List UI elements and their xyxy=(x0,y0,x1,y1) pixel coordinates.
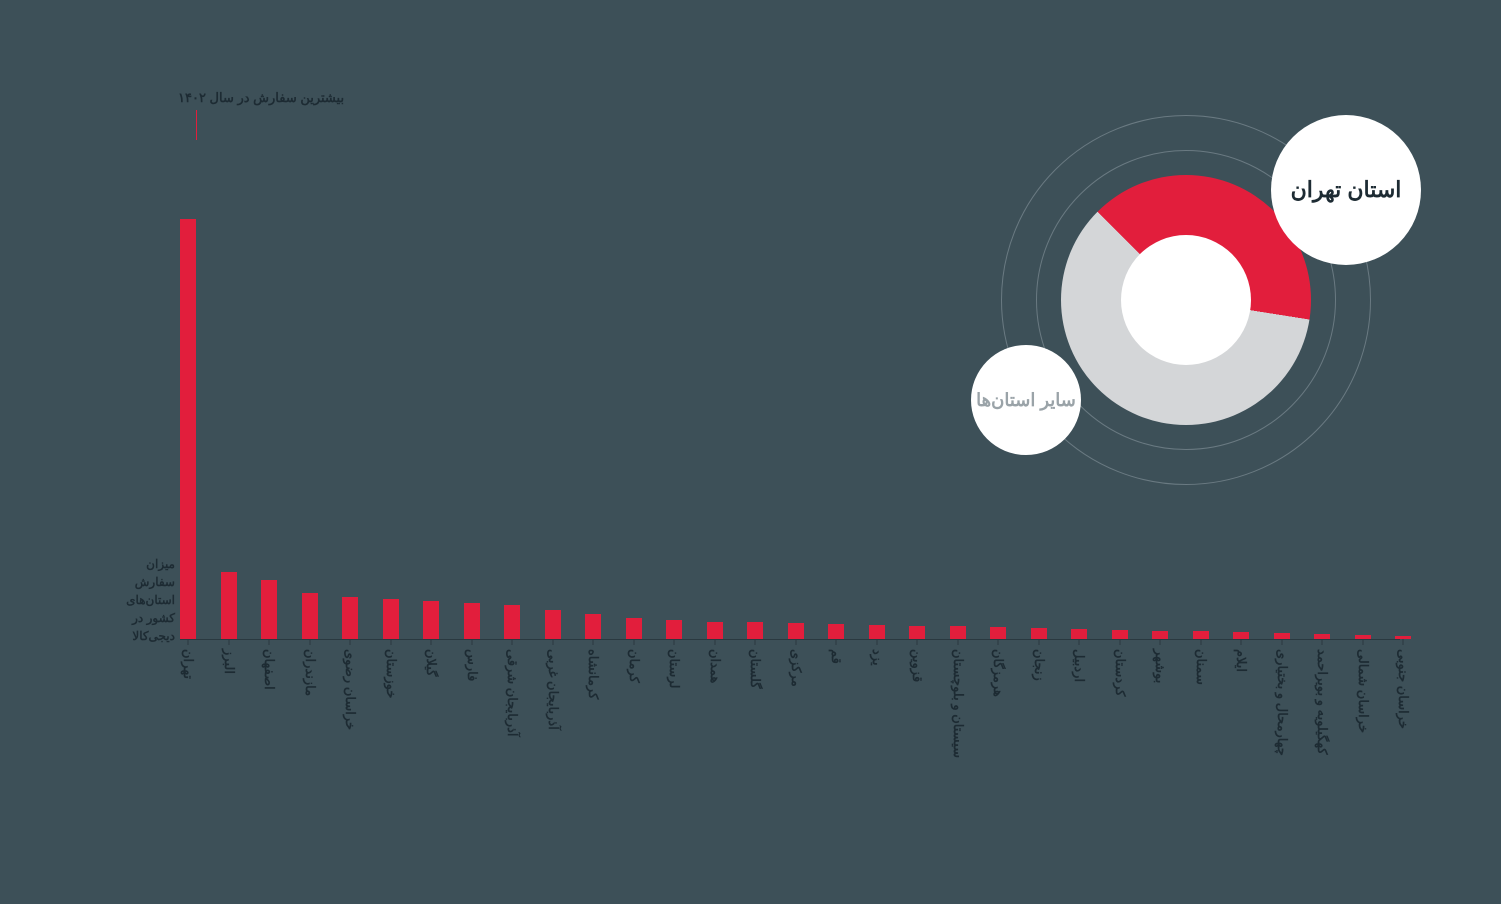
bar-rect xyxy=(626,618,642,639)
x-tick xyxy=(1160,639,1161,645)
x-tick xyxy=(1241,639,1242,645)
x-tick xyxy=(188,639,189,645)
bar-rect xyxy=(302,593,318,639)
bar-label: آذربایجان شرقی xyxy=(504,649,520,745)
bar-rect xyxy=(545,610,561,639)
bar-rect xyxy=(707,622,723,639)
x-tick xyxy=(1119,639,1120,645)
bar-rect xyxy=(180,219,196,639)
bar-label: آذربایجان غربی xyxy=(545,649,561,738)
bar-label: سیستان و بلوچستان xyxy=(950,649,966,766)
x-tick xyxy=(228,639,229,645)
bar-rect xyxy=(585,614,601,639)
x-tick xyxy=(836,639,837,645)
x-tick xyxy=(390,639,391,645)
bar-label: ایلام xyxy=(1233,649,1249,680)
bar-rect xyxy=(990,627,1006,639)
top-annotation-label: بیشترین سفارش در سال ۱۴۰۲ xyxy=(178,90,344,106)
bar-label: البرز xyxy=(221,649,237,682)
bar-label: تهران xyxy=(180,649,196,687)
bar-rect xyxy=(1112,630,1128,639)
bar-rect xyxy=(747,622,763,639)
bar-rect xyxy=(464,603,480,639)
bar-rect xyxy=(1071,629,1087,639)
bar-rect xyxy=(261,580,277,639)
x-tick xyxy=(512,639,513,645)
x-tick xyxy=(1079,639,1080,645)
x-tick xyxy=(876,639,877,645)
x-tick xyxy=(998,639,999,645)
x-tick xyxy=(714,639,715,645)
bar-rect xyxy=(342,597,358,639)
bar-label: بوشهر xyxy=(1152,649,1168,691)
bar-label: گلستان xyxy=(747,649,763,697)
donut-label-other: سایر استان‌ها xyxy=(971,345,1081,455)
bar-rect xyxy=(504,605,520,639)
x-tick xyxy=(755,639,756,645)
x-tick xyxy=(1038,639,1039,645)
bar-rect xyxy=(383,599,399,639)
bar-label: سمنان xyxy=(1193,649,1209,693)
x-tick xyxy=(350,639,351,645)
x-tick xyxy=(917,639,918,645)
bar-label: خوزستان xyxy=(383,649,399,706)
bar-label: مازندران xyxy=(302,649,318,704)
top-annotation-line xyxy=(196,110,197,140)
bar-label: خراسان جنوبی xyxy=(1395,649,1411,737)
bar-label: کرمانشاه xyxy=(585,649,601,707)
bar-rect xyxy=(423,601,439,639)
x-tick xyxy=(795,639,796,645)
bar-label: کردستان xyxy=(1112,649,1128,704)
bar-label: قزوین xyxy=(909,649,925,690)
x-tick xyxy=(552,639,553,645)
bar-label: چهارمحال و بختیاری xyxy=(1274,649,1290,764)
bar-label: قم xyxy=(828,649,844,672)
bar-label: لرستان xyxy=(666,649,682,696)
bar-rect xyxy=(869,625,885,639)
bar-rect xyxy=(666,620,682,639)
bar-rect xyxy=(909,626,925,639)
donut-chart: استان تهرانسایر استان‌ها xyxy=(1001,115,1371,485)
x-tick xyxy=(309,639,310,645)
donut-hole xyxy=(1121,235,1251,365)
bar-label: کهگیلویه و بویراحمد xyxy=(1314,649,1330,763)
bar-rect xyxy=(1031,628,1047,639)
bar-label: گیلان xyxy=(423,649,439,684)
x-tick xyxy=(1322,639,1323,645)
bar-label: اردبیل xyxy=(1071,649,1087,690)
y-axis-label: میزان سفارش استان‌هایکشور در دیجی‌کالا xyxy=(120,555,175,645)
x-tick xyxy=(633,639,634,645)
bar-rect xyxy=(788,623,804,639)
bar-label: خراسان شمالی xyxy=(1355,649,1371,741)
bar-rect xyxy=(1233,632,1249,639)
x-tick xyxy=(957,639,958,645)
x-tick xyxy=(1403,639,1404,645)
bar-label: کرمان xyxy=(626,649,642,691)
bar-label: مرکزی xyxy=(788,649,804,695)
bar-label: همدان xyxy=(707,649,723,691)
x-tick xyxy=(431,639,432,645)
bar-label: هرمزگان xyxy=(990,649,1006,705)
donut-label-tehran: استان تهران xyxy=(1271,115,1421,265)
bar-rect xyxy=(828,624,844,639)
bar-label: خراسان رضوی xyxy=(342,649,358,738)
bar-rect xyxy=(1152,631,1168,639)
bar-rect xyxy=(221,572,237,639)
x-tick xyxy=(1281,639,1282,645)
bar-label: یزد xyxy=(869,649,885,674)
x-tick xyxy=(1200,639,1201,645)
x-tick xyxy=(471,639,472,645)
bar-rect xyxy=(950,626,966,639)
bar-label: اصفهان xyxy=(261,649,277,698)
x-tick xyxy=(674,639,675,645)
x-tick xyxy=(269,639,270,645)
bar-label: فارس xyxy=(464,649,480,689)
bar-label: زنجان xyxy=(1031,649,1047,689)
bar-rect xyxy=(1193,631,1209,639)
x-tick xyxy=(593,639,594,645)
x-tick xyxy=(1362,639,1363,645)
